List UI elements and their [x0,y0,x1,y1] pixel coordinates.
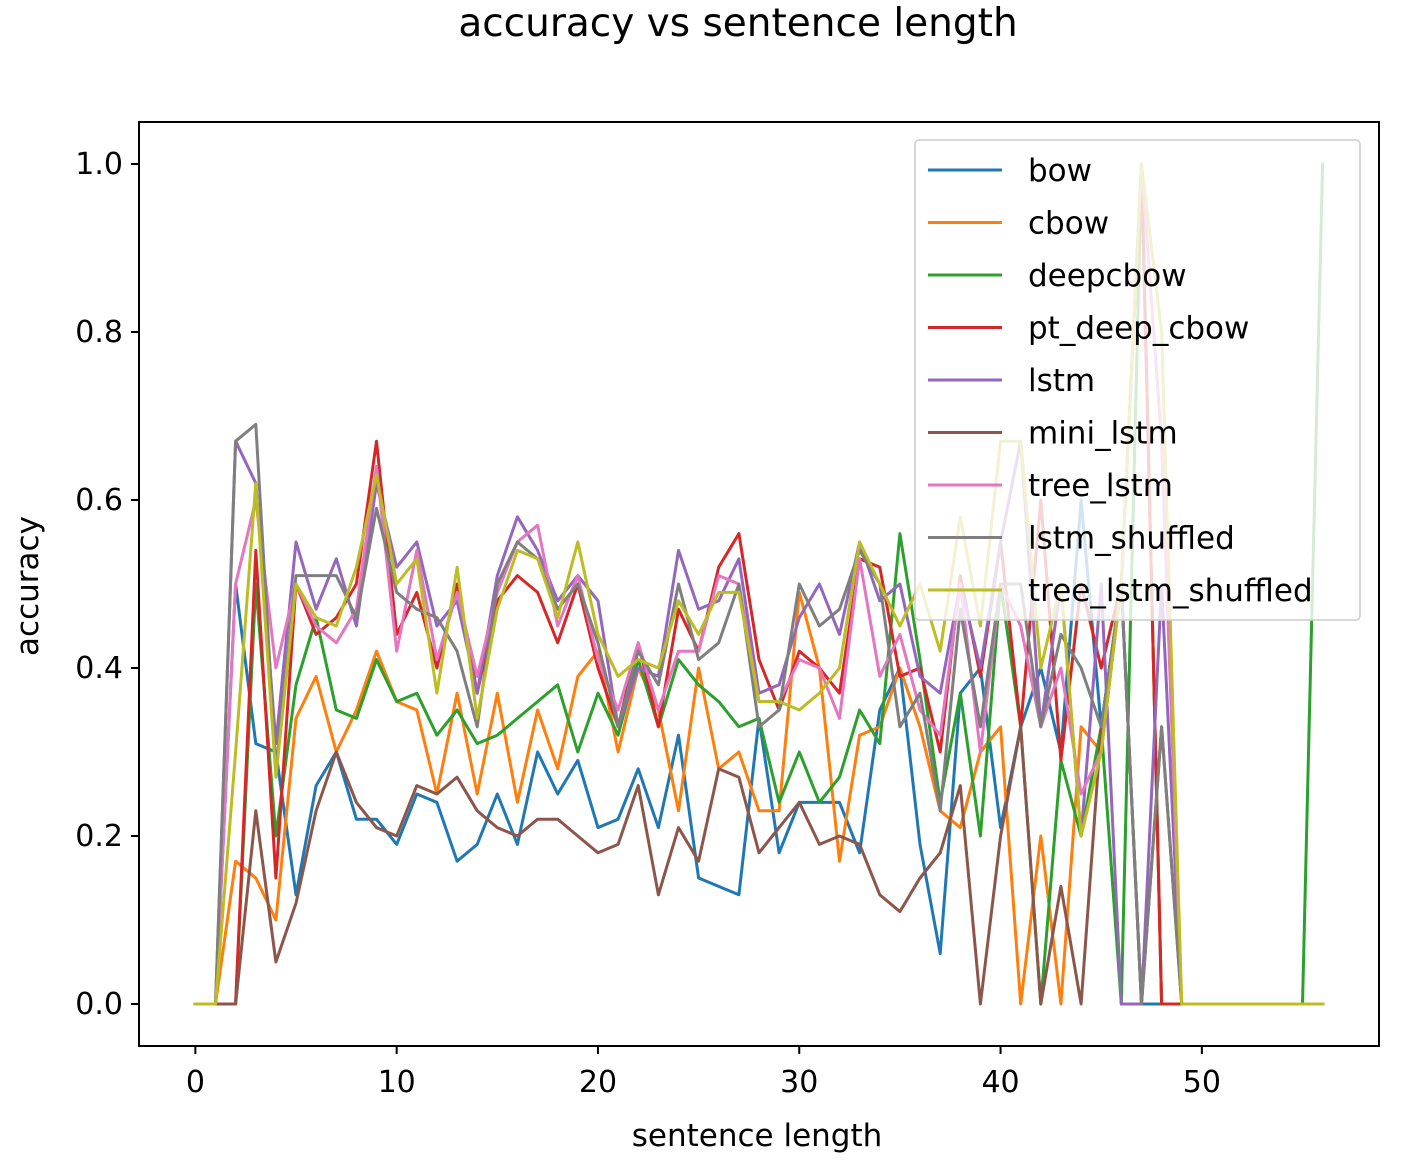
chart-title: accuracy vs sentence length [458,1,1017,46]
legend-label-mini-lstm: mini_lstm [1028,416,1178,452]
x-tick-label: 20 [579,1065,617,1100]
x-tick-label: 40 [981,1065,1019,1100]
x-tick-label: 50 [1183,1065,1221,1100]
legend-label-tree-lstm-shuffled: tree_lstm_shuffled [1028,573,1313,609]
legend-label-lstm: lstm [1028,363,1095,399]
y-axis-ticks: 0.0 0.2 0.4 0.6 0.8 1.0 [75,147,139,1022]
legend-label-lstm-shuffled: lstm_shuffled [1028,521,1235,557]
x-tick-label: 10 [378,1065,416,1100]
y-axis-label: accuracy [10,516,46,656]
x-axis-label: sentence length [632,1118,883,1154]
legend-label-tree-lstm: tree_lstm [1028,468,1173,504]
y-tick-label: 0.6 [75,483,123,518]
y-tick-label: 0.8 [75,315,123,350]
series-line-lstm-shuffled [193,422,1325,1006]
legend-label-deepcbow: deepcbow [1028,258,1187,294]
legend-label-bow: bow [1028,153,1092,189]
y-tick-label: 0.2 [75,819,123,854]
y-tick-label: 0.4 [75,651,123,686]
x-tick-label: 30 [780,1065,818,1100]
plot-area-frame [138,121,1380,1047]
legend-label-cbow: cbow [1028,206,1109,242]
x-axis-ticks: 0 10 20 30 40 50 [186,1046,1221,1100]
y-tick-label: 0.0 [75,987,123,1022]
legend-box [914,139,1361,621]
legend-label-pt-deep-cbow: pt_deep_cbow [1028,311,1249,347]
x-tick-label: 0 [186,1065,205,1100]
y-tick-label: 1.0 [75,147,123,182]
